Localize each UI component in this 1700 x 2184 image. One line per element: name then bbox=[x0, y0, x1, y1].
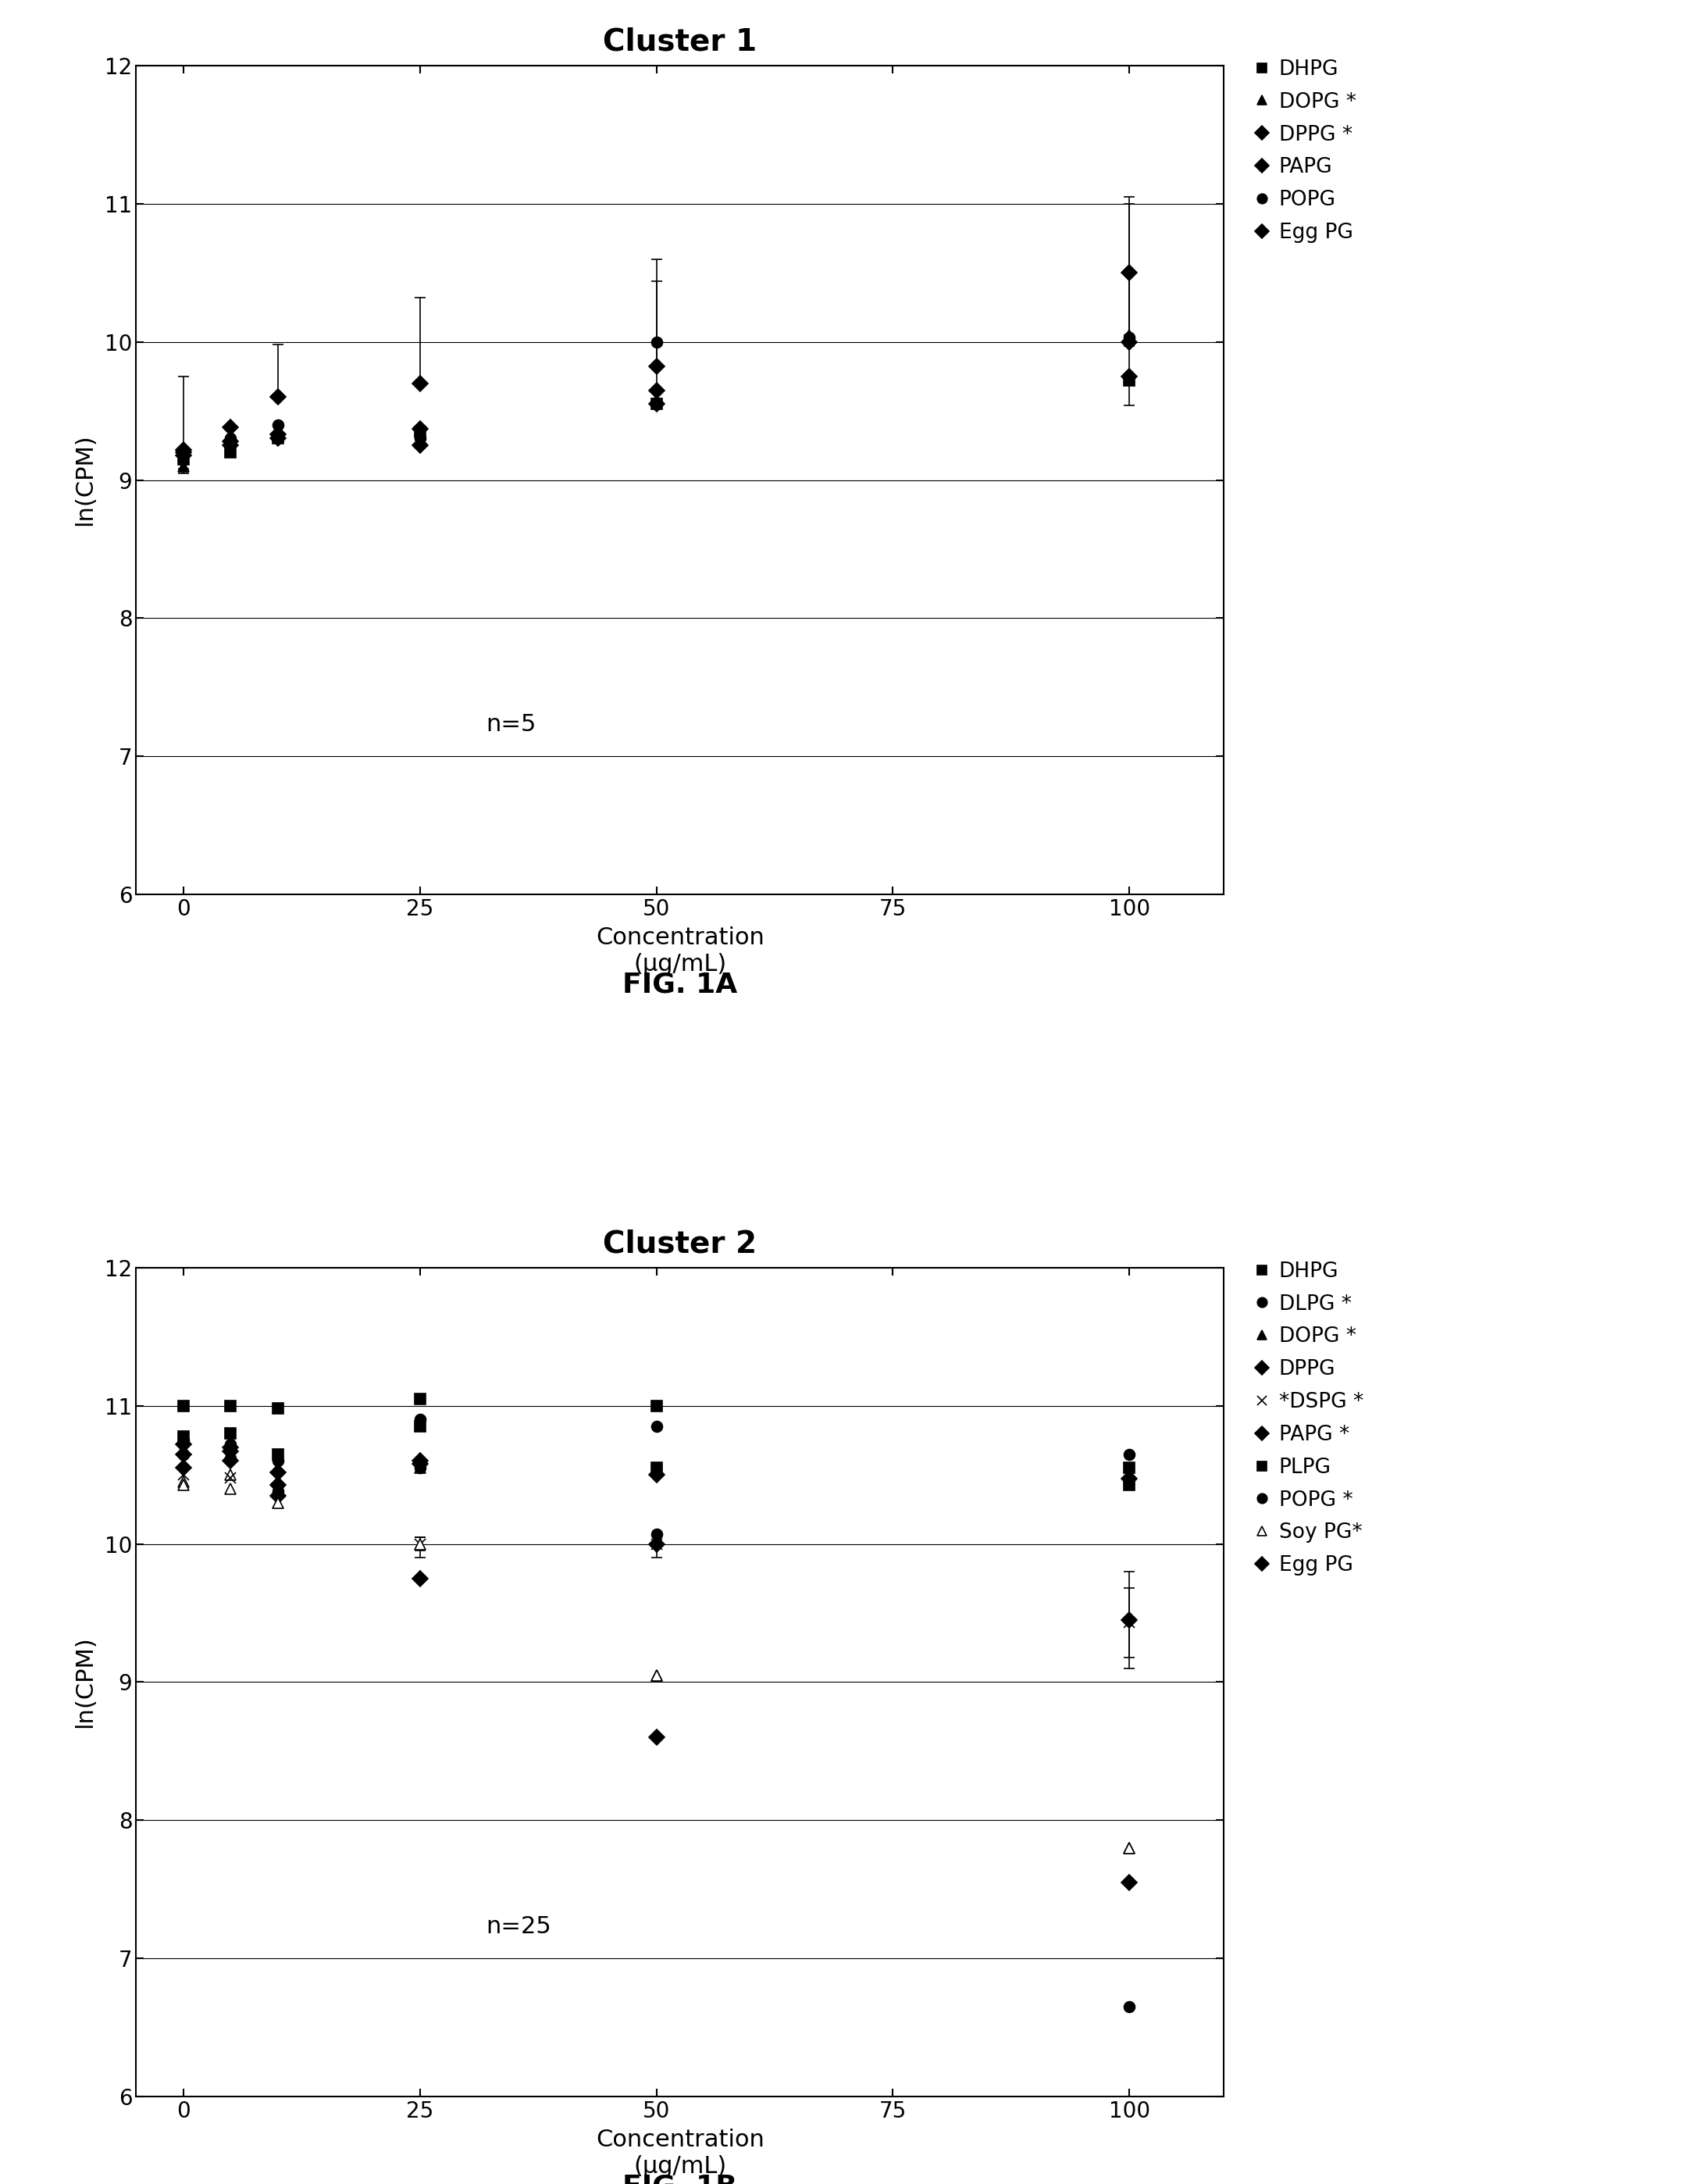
Y-axis label: ln(CPM): ln(CPM) bbox=[73, 435, 95, 526]
Title: Cluster 2: Cluster 2 bbox=[604, 1230, 756, 1258]
Text: n=5: n=5 bbox=[486, 712, 536, 736]
Legend: DHPG, DOPG *, DPPG *, PAPG, POPG, Egg PG: DHPG, DOPG *, DPPG *, PAPG, POPG, Egg PG bbox=[1256, 59, 1357, 242]
Y-axis label: ln(CPM): ln(CPM) bbox=[73, 1636, 95, 1728]
Title: Cluster 1: Cluster 1 bbox=[604, 26, 756, 57]
Text: n=25: n=25 bbox=[486, 1915, 551, 1937]
Text: FIG. 1A: FIG. 1A bbox=[622, 972, 738, 998]
Legend: DHPG, DLPG *, DOPG *, DPPG, *DSPG *, PAPG *, PLPG, POPG *, Soy PG*, Egg PG: DHPG, DLPG *, DOPG *, DPPG, *DSPG *, PAP… bbox=[1256, 1262, 1363, 1575]
X-axis label: Concentration
(µg/mL): Concentration (µg/mL) bbox=[595, 2129, 765, 2177]
Text: FIG. 1B: FIG. 1B bbox=[622, 2173, 738, 2184]
X-axis label: Concentration
(µg/mL): Concentration (µg/mL) bbox=[595, 926, 765, 976]
